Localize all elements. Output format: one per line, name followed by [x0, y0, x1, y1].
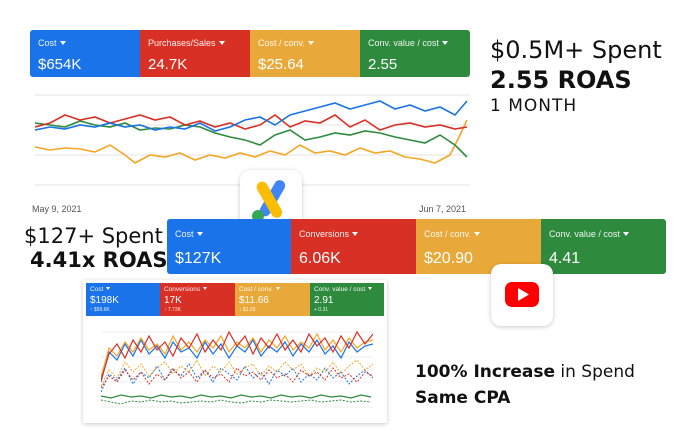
dropdown-caret-icon: [106, 287, 111, 290]
top-metric-cost-per-conv[interactable]: Cost / conv. $25.64: [250, 30, 360, 77]
bottom-metric-cost[interactable]: Cost $198K ↑ $99.6K: [86, 283, 160, 316]
metric-label: Cost: [38, 38, 57, 48]
dropdown-caret-icon: [473, 232, 480, 236]
metric-value: 2.55: [368, 56, 398, 73]
metric-label: Purchases/Sales: [148, 38, 216, 48]
dropdown-caret-icon: [218, 41, 225, 45]
dropdown-caret-icon: [441, 41, 448, 45]
increase-callout: 100% Increase in Spend: [415, 362, 635, 382]
mid-spent-callout: $127+ Spent: [24, 224, 163, 248]
metric-value: $654K: [38, 56, 82, 73]
dropdown-caret-icon: [59, 41, 66, 45]
metric-value: $25.64: [258, 56, 304, 73]
bottom-metric-conversions[interactable]: Conversions 17K ↑ 7.73K: [160, 283, 235, 316]
series-line-conv-value: [34, 120, 468, 158]
series-line-conv-value: [101, 394, 372, 399]
metric-value: $11.66: [239, 295, 269, 306]
top-roas-callout: 2.55 ROAS: [490, 66, 632, 94]
series-line-cpc-prev: [101, 359, 373, 387]
series-line-purchases: [34, 114, 468, 131]
metric-value: 17K: [164, 295, 182, 306]
date-start: May 9, 2021: [32, 204, 82, 214]
dropdown-caret-icon: [196, 232, 203, 236]
bottom-metric-cost-per-conv[interactable]: Cost / conv. $11.66 ↓ $1.03: [235, 283, 310, 316]
dropdown-caret-icon: [368, 287, 373, 290]
dropdown-caret-icon: [352, 232, 359, 236]
metric-label: Cost / conv.: [424, 229, 471, 239]
dropdown-caret-icon: [203, 287, 208, 290]
mid-roas-callout: 4.41x ROAS: [30, 248, 168, 272]
metric-label: Conversions: [164, 286, 201, 293]
bottom-dashboard: Cost $198K ↑ $99.6K Conversions 17K ↑ 7.…: [83, 280, 387, 423]
series-line-conversions-prev: [101, 367, 373, 389]
metric-label: Cost / conv.: [239, 286, 273, 293]
mid-metric-conv-value[interactable]: Conv. value / cost 4.41: [541, 219, 666, 274]
top-trend-chart: [34, 94, 470, 186]
metric-label: Cost: [90, 286, 104, 293]
metric-value: $127K: [175, 250, 222, 267]
top-period-callout: 1 MONTH: [490, 96, 578, 116]
metric-label: Conv. value / cost: [314, 286, 366, 293]
metric-value: 24.7K: [148, 56, 188, 73]
series-line-cost-per-conv: [34, 119, 468, 164]
metric-value: 4.41: [549, 250, 581, 267]
top-metric-conv-value[interactable]: Conv. value / cost 2.55: [360, 30, 470, 77]
metric-value: 6.06K: [299, 250, 341, 267]
top-dashboard: Cost $654K Purchases/Sales 24.7K Cost / …: [30, 30, 470, 220]
bottom-trend-chart: [101, 330, 373, 408]
metric-label: Cost / conv.: [258, 38, 305, 48]
metric-value: $198K: [90, 295, 119, 306]
youtube-icon: [505, 282, 539, 307]
metric-label: Conv. value / cost: [368, 38, 439, 48]
mid-metric-cost[interactable]: Cost $127K: [167, 219, 291, 274]
top-metric-purchases[interactable]: Purchases/Sales 24.7K: [140, 30, 250, 77]
series-line-cost-per-conv: [101, 332, 373, 378]
metric-label: Conversions: [299, 229, 350, 239]
metric-label: Cost: [175, 229, 194, 239]
metric-change: ↑ 7.73K: [164, 307, 181, 313]
date-end: Jun 7, 2021: [418, 204, 466, 214]
series-line-conversions: [101, 330, 373, 381]
metric-value: $20.90: [424, 250, 473, 267]
series-line-cost-prev: [101, 363, 373, 393]
series-line-conv-value-prev: [101, 399, 372, 405]
mid-metric-conversions[interactable]: Conversions 6.06K: [291, 219, 416, 274]
dropdown-caret-icon: [307, 41, 314, 45]
top-spent-callout: $0.5M+ Spent: [490, 36, 662, 64]
metric-change: ↑ $99.6K: [90, 307, 110, 313]
dropdown-caret-icon: [275, 287, 280, 290]
bottom-metric-conv-value[interactable]: Conv. value / cost 2.91 + 0.31: [310, 283, 384, 316]
youtube-logo: [491, 264, 553, 326]
metric-change: ↓ $1.03: [239, 307, 256, 313]
metric-value: 2.91: [314, 295, 334, 306]
metric-change: + 0.31: [314, 307, 329, 313]
same-cpa-callout: Same CPA: [415, 388, 511, 408]
increase-rest: in Spend: [554, 362, 635, 382]
series-line-cost: [34, 100, 468, 132]
dropdown-caret-icon: [622, 232, 629, 236]
metric-label: Conv. value / cost: [549, 229, 620, 239]
increase-bold: 100% Increase: [415, 362, 555, 382]
top-metric-cost[interactable]: Cost $654K: [30, 30, 140, 77]
